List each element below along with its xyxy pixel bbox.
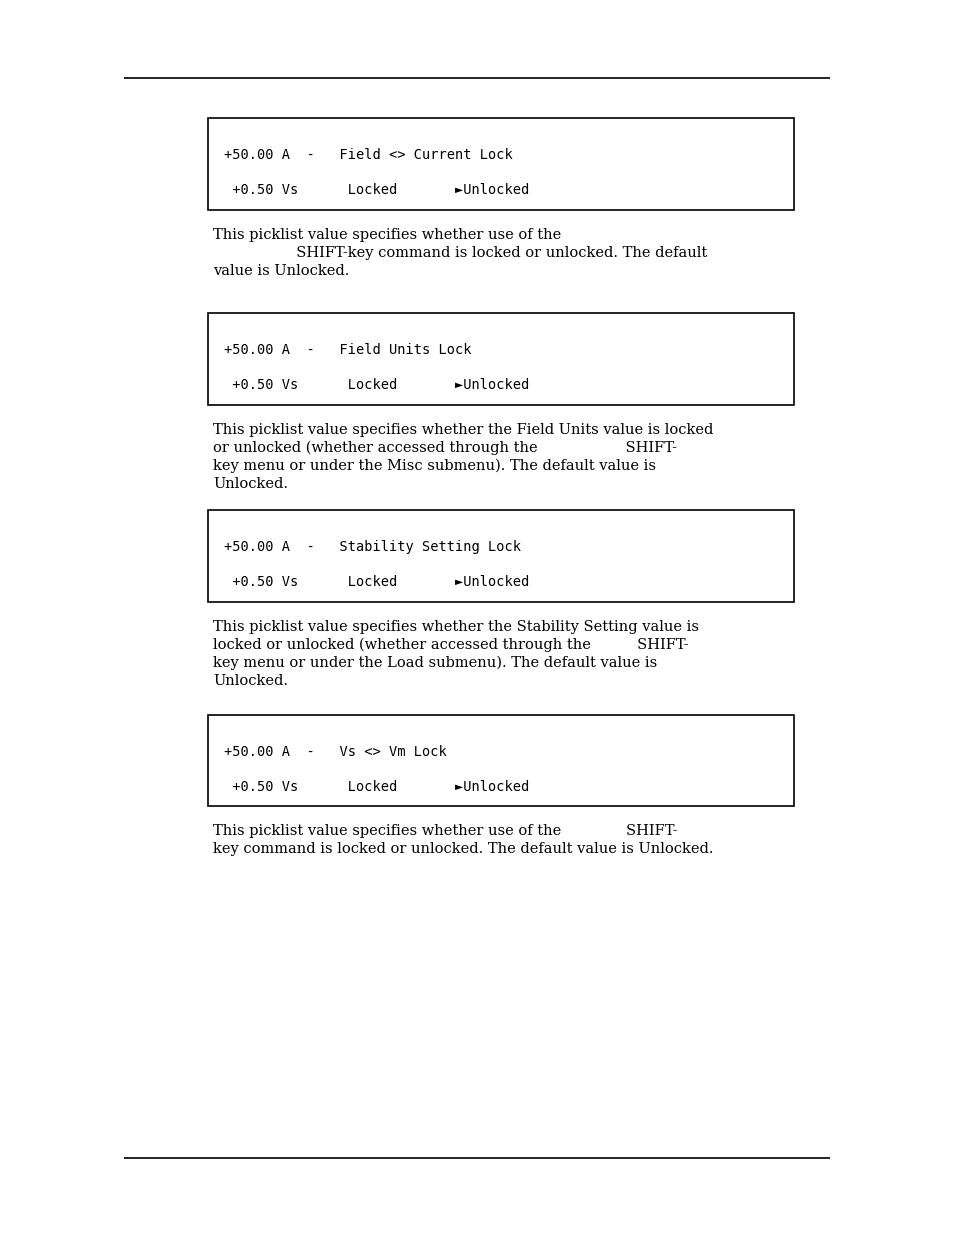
Text: SHIFT-key command is locked or unlocked. The default: SHIFT-key command is locked or unlocked.… [213,246,706,261]
Text: +0.50 Vs      Locked       ►Unlocked: +0.50 Vs Locked ►Unlocked [224,576,529,589]
Text: Unlocked.: Unlocked. [213,477,288,492]
Text: value is Unlocked.: value is Unlocked. [213,264,349,278]
Text: +50.00 A  -   Field <> Current Lock: +50.00 A - Field <> Current Lock [224,148,512,162]
Text: key command is locked or unlocked. The default value is Unlocked.: key command is locked or unlocked. The d… [213,842,713,856]
Bar [208,312,793,405]
Text: key menu or under the Misc submenu). The default value is: key menu or under the Misc submenu). The… [213,459,656,473]
Bar [208,119,793,210]
Text: This picklist value specifies whether the Stability Setting value is: This picklist value specifies whether th… [213,620,699,634]
Text: +0.50 Vs      Locked       ►Unlocked: +0.50 Vs Locked ►Unlocked [224,378,529,391]
Text: +0.50 Vs      Locked       ►Unlocked: +0.50 Vs Locked ►Unlocked [224,781,529,794]
Text: Unlocked.: Unlocked. [213,674,288,688]
Text: This picklist value specifies whether use of the              SHIFT-: This picklist value specifies whether us… [213,824,677,839]
Text: +50.00 A  -   Vs <> Vm Lock: +50.00 A - Vs <> Vm Lock [224,745,446,760]
Text: +50.00 A  -   Field Units Lock: +50.00 A - Field Units Lock [224,343,471,357]
Text: +50.00 A  -   Stability Setting Lock: +50.00 A - Stability Setting Lock [224,540,520,555]
Text: This picklist value specifies whether the Field Units value is locked: This picklist value specifies whether th… [213,424,713,437]
Text: key menu or under the Load submenu). The default value is: key menu or under the Load submenu). The… [213,656,657,671]
Bar [208,510,793,601]
Text: +0.50 Vs      Locked       ►Unlocked: +0.50 Vs Locked ►Unlocked [224,183,529,198]
Text: This picklist value specifies whether use of the: This picklist value specifies whether us… [213,228,560,242]
Text: or unlocked (whether accessed through the                   SHIFT-: or unlocked (whether accessed through th… [213,441,677,456]
Text: locked or unlocked (whether accessed through the          SHIFT-: locked or unlocked (whether accessed thr… [213,638,688,652]
Bar [208,715,793,806]
